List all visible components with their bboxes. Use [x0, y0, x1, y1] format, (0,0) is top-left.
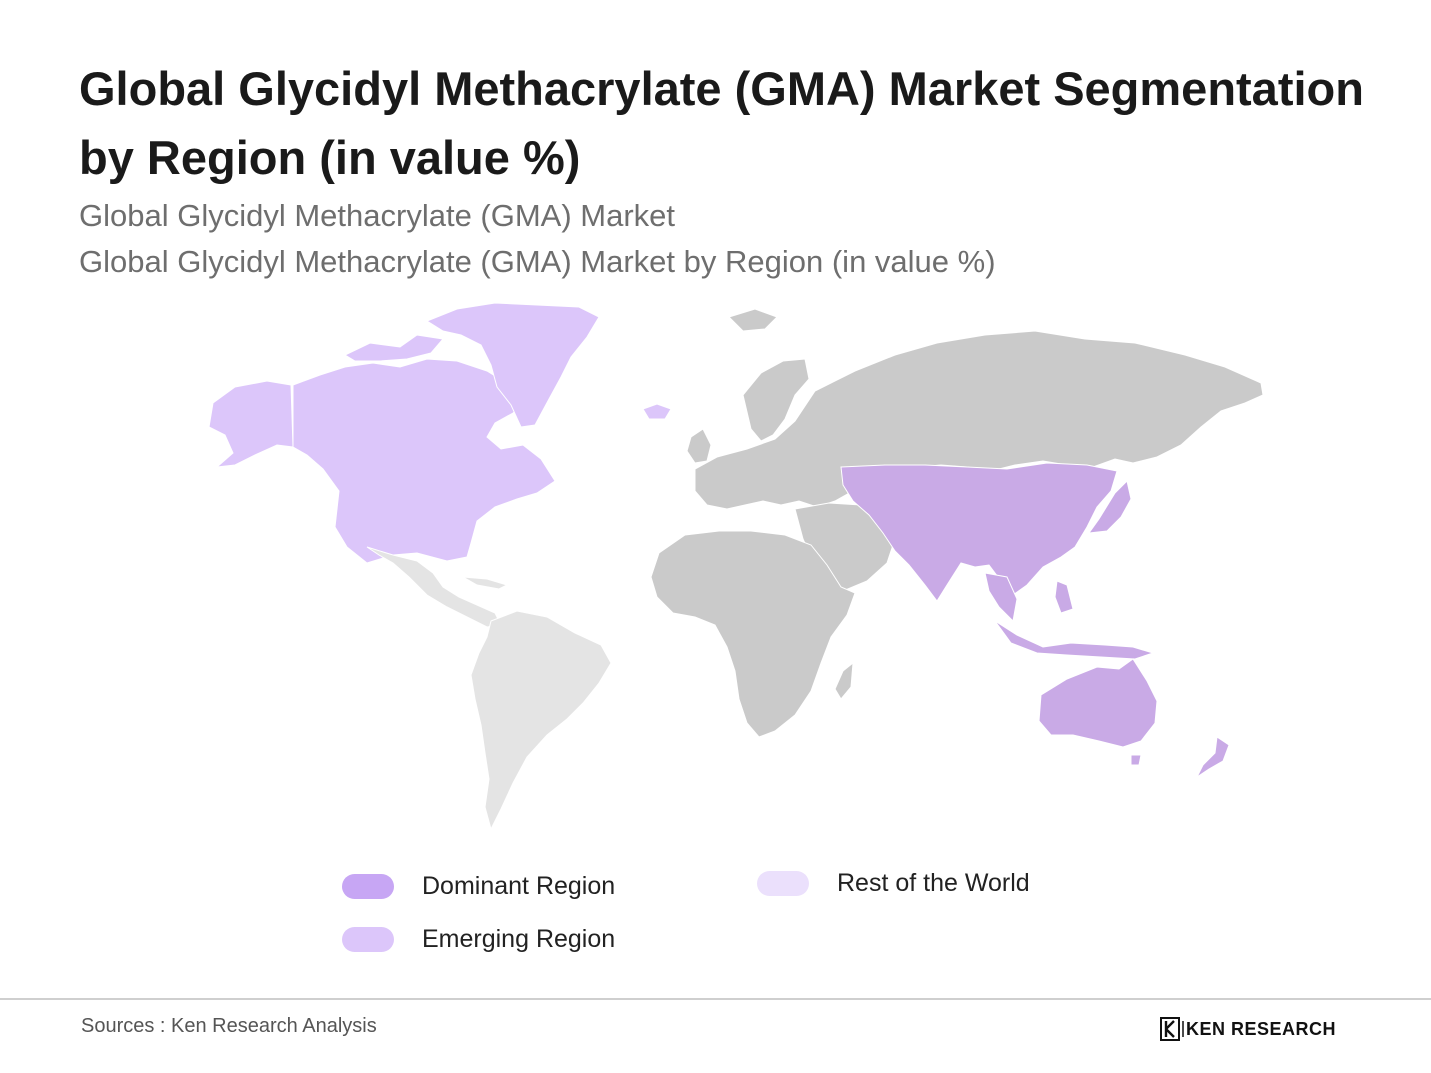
- japan-shape: [1087, 480, 1132, 534]
- new-zealand-shape: [1195, 736, 1230, 779]
- footer-divider: [0, 998, 1431, 1000]
- europe-russia-shape: [694, 330, 1264, 510]
- indonesia-shape: [994, 620, 1155, 660]
- scandinavia-shape: [742, 358, 810, 442]
- world-map: [208, 302, 1264, 831]
- svalbard-shape: [728, 308, 778, 332]
- subtitle-by-region: Global Glycidyl Methacrylate (GMA) Marke…: [79, 244, 996, 279]
- arctic-islands-shape: [343, 334, 444, 362]
- legend-emerging: Emerging Region: [342, 925, 615, 954]
- mexico-central-america-shape: [366, 546, 502, 628]
- iceland-shape: [642, 403, 672, 420]
- legend-dominant: Dominant Region: [342, 872, 615, 901]
- asia-mainland-shape: [840, 462, 1118, 602]
- north-america-region: [208, 302, 672, 564]
- brand-logo: KEN RESEARCH: [1160, 1017, 1336, 1041]
- canada-usa-shape: [292, 358, 556, 564]
- legend-emerging-label: Emerging Region: [422, 925, 616, 953]
- latin-america-region: [366, 546, 612, 831]
- other-regions: [650, 308, 1264, 738]
- legend-rest-label: Rest of the World: [837, 869, 1030, 897]
- legend-emerging-swatch: [342, 927, 394, 952]
- madagascar-shape: [834, 661, 854, 700]
- legend-dominant-swatch: [342, 874, 394, 899]
- brand-k-icon: [1160, 1017, 1184, 1041]
- south-america-shape: [470, 610, 612, 831]
- alaska-shape: [208, 380, 294, 468]
- page-title: Global Glycidyl Methacrylate (GMA) Marke…: [79, 62, 1364, 184]
- uk-shape: [686, 428, 712, 464]
- greenland-shape: [425, 302, 600, 428]
- subtitle-market: Global Glycidyl Methacrylate (GMA) Marke…: [79, 198, 676, 233]
- legend-rest: Rest of the World: [757, 869, 1030, 898]
- caribbean-shape: [462, 576, 509, 590]
- australia-shape: [1038, 658, 1158, 748]
- legend-rest-swatch: [757, 871, 809, 896]
- africa-shape: [650, 530, 856, 738]
- southeast-asia-shape: [984, 572, 1018, 623]
- philippines-shape: [1054, 580, 1074, 614]
- asia-pacific-region: [840, 462, 1230, 779]
- legend-dominant-label: Dominant Region: [422, 872, 616, 900]
- source-note: Sources : Ken Research Analysis: [81, 1015, 377, 1037]
- tasmania-shape: [1130, 754, 1142, 766]
- brand-name: KEN RESEARCH: [1186, 1018, 1337, 1039]
